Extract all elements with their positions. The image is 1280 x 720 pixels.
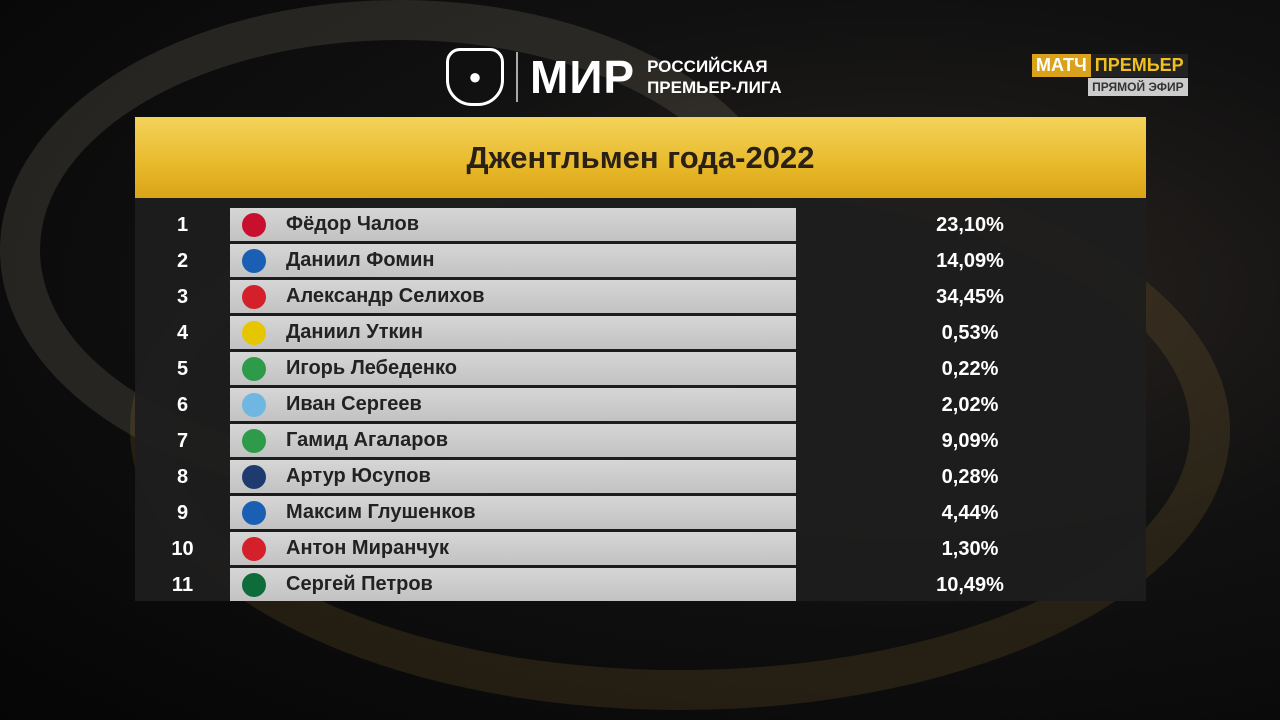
player-name: Гамид Агаларов — [286, 429, 448, 451]
league-name-line2: ПРЕМЬЕР-ЛИГА — [647, 78, 782, 97]
table-row: 8 Артур Юсупов 0,28% — [135, 459, 1146, 495]
table-row: 1 Фёдор Чалов 23,10% — [135, 207, 1146, 243]
club-crest-icon — [242, 248, 266, 273]
player-cell: Антон Миранчук — [230, 532, 796, 565]
player-name: Александр Селихов — [286, 285, 485, 307]
table-row: 7 Гамид Агаларов 9,09% — [135, 423, 1146, 459]
rank: 9 — [176, 501, 189, 524]
table-row: 5 Игорь Лебеденко 0,22% — [135, 351, 1146, 387]
table-row: 3 Александр Селихов 34,45% — [135, 279, 1146, 315]
player-cell: Даниил Фомин — [230, 244, 796, 277]
title-banner: Джентльмен года-2022 — [135, 117, 1146, 198]
vote-percent: 1,30% — [941, 537, 999, 560]
club-crest-icon — [242, 464, 266, 489]
mir-wordmark: МИР — [530, 51, 636, 103]
club-crest-icon — [242, 320, 266, 345]
live-badge: ПРЯМОЙ ЭФИР — [1088, 78, 1188, 96]
table-row: 6 Иван Сергеев 2,02% — [135, 387, 1146, 423]
league-name-line1: РОССИЙСКАЯ — [647, 57, 768, 76]
club-crest-icon — [242, 572, 266, 597]
rank: 8 — [176, 465, 189, 488]
table-row: 4 Даниил Уткин 0,53% — [135, 315, 1146, 351]
club-crest-icon — [242, 500, 266, 525]
vote-percent: 2,02% — [941, 393, 999, 416]
player-cell: Игорь Лебеденко — [230, 352, 796, 385]
player-cell: Сергей Петров — [230, 568, 796, 601]
rank: 5 — [176, 357, 189, 380]
broadcaster-part2: ПРЕМЬЕР — [1090, 54, 1188, 77]
player-name: Максим Глушенков — [286, 501, 476, 523]
vote-percent: 4,44% — [941, 501, 999, 524]
rank: 3 — [176, 285, 189, 308]
player-name: Игорь Лебеденко — [286, 357, 457, 379]
player-name: Даниил Фомин — [286, 249, 435, 271]
vote-percent: 14,09% — [936, 249, 1004, 272]
player-cell: Иван Сергеев — [230, 388, 796, 421]
rpl-bear-icon: ● — [446, 48, 504, 106]
player-cell: Фёдор Чалов — [230, 208, 796, 241]
rank: 11 — [171, 573, 194, 596]
table-row: 2 Даниил Фомин 14,09% — [135, 243, 1146, 279]
rank: 4 — [176, 321, 189, 344]
club-crest-icon — [242, 392, 266, 417]
vote-percent: 34,45% — [936, 285, 1004, 308]
broadcaster-logo: МАТЧ ПРЕМЬЕР ПРЯМОЙ ЭФИР — [1032, 54, 1188, 96]
table-row: 10 Антон Миранчук 1,30% — [135, 531, 1146, 567]
vote-percent: 0,53% — [941, 321, 999, 344]
club-crest-icon — [242, 356, 266, 381]
club-crest-icon — [242, 536, 266, 561]
player-cell: Максим Глушенков — [230, 496, 796, 529]
league-name: РОССИЙСКАЯ ПРЕМЬЕР-ЛИГА — [647, 56, 782, 98]
player-cell: Артур Юсупов — [230, 460, 796, 493]
club-crest-icon — [242, 428, 266, 453]
player-name: Даниил Уткин — [286, 321, 423, 343]
league-logo: ● МИР РОССИЙСКАЯ ПРЕМЬЕР-ЛИГА — [446, 48, 782, 106]
player-name: Сергей Петров — [286, 573, 433, 595]
vote-percent: 0,22% — [941, 357, 999, 380]
vote-percent: 23,10% — [936, 213, 1004, 236]
rank: 6 — [176, 393, 189, 416]
vote-percent: 9,09% — [941, 429, 999, 452]
broadcaster-part1: МАТЧ — [1032, 54, 1091, 77]
rank: 1 — [176, 213, 189, 236]
player-name: Артур Юсупов — [286, 465, 431, 487]
logo-divider — [516, 52, 518, 102]
rank: 2 — [176, 249, 189, 272]
rank: 7 — [176, 429, 189, 452]
rank: 10 — [171, 537, 194, 560]
player-name: Антон Миранчук — [286, 537, 450, 559]
club-crest-icon — [242, 284, 266, 309]
table-row: 11 Сергей Петров 10,49% — [135, 567, 1146, 603]
player-cell: Даниил Уткин — [230, 316, 796, 349]
page-title: Джентльмен года-2022 — [466, 139, 815, 175]
player-name: Фёдор Чалов — [286, 213, 420, 235]
player-cell: Александр Селихов — [230, 280, 796, 313]
player-cell: Гамид Агаларов — [230, 424, 796, 457]
club-crest-icon — [242, 212, 266, 237]
results-table: 1 Фёдор Чалов 23,10% 2 Даниил Фомин 14,09… — [135, 198, 1146, 601]
vote-percent: 10,49% — [936, 573, 1004, 596]
vote-percent: 0,28% — [941, 465, 999, 488]
table-row: 9 Максим Глушенков 4,44% — [135, 495, 1146, 531]
player-name: Иван Сергеев — [286, 393, 422, 415]
